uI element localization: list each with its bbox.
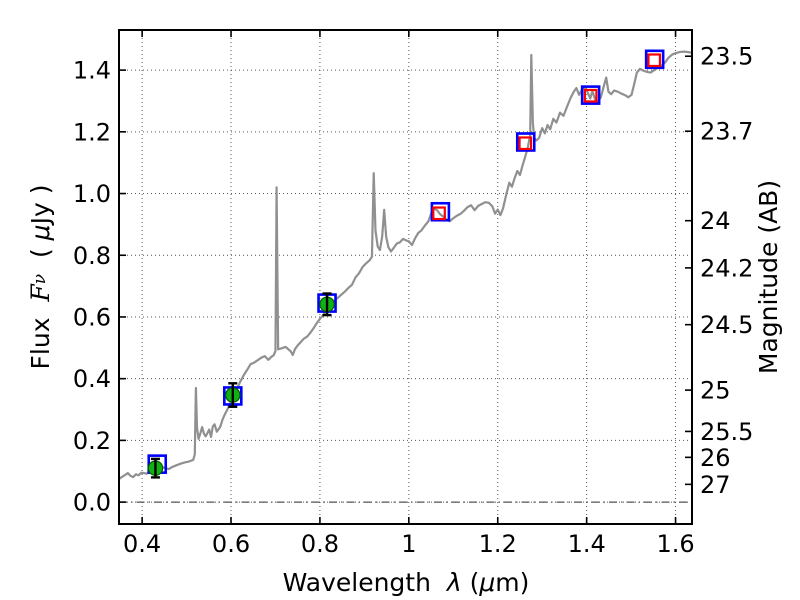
axis-label-text: F [25, 284, 55, 302]
x-tick-label: 0.4 [123, 530, 161, 558]
axis-label-text: m) [495, 567, 530, 597]
axis-label-text: μ [25, 224, 55, 241]
axis-label-text: μ [479, 567, 496, 597]
x-tick-label: 0.6 [212, 530, 250, 558]
square-marker [518, 136, 533, 151]
square-marker [430, 201, 451, 222]
x-tick-label: 1 [401, 530, 416, 558]
y-tick-label-left: 0.6 [73, 303, 111, 331]
square-marker [580, 85, 601, 105]
square-marker [644, 49, 665, 70]
y-tick-label-left: 1.0 [73, 180, 111, 208]
x-tick-label: 1.4 [568, 530, 606, 558]
x-tick-label: 1.2 [479, 530, 517, 558]
x-tick-label: 0.8 [301, 530, 339, 558]
axis-label-text: Wavelength [282, 567, 447, 597]
axis-label-text: Flux [25, 301, 55, 370]
y-tick-label-right: 24.2 [700, 254, 753, 282]
tick-labels: 0.4 0.6 0.8 1 1.2 1.4 1.6 0.0 0.2 0.4 0.6 0.8 1.0 1.2… [73, 43, 754, 558]
y-tick-label-right: 26 [700, 444, 731, 472]
axis-label-text: ν [30, 273, 50, 285]
y-tick-label-left: 0.2 [73, 427, 111, 455]
square-marker [515, 132, 536, 152]
square-marker [583, 88, 598, 103]
y-tick-label-right: 24.5 [700, 311, 753, 339]
error-bar [322, 292, 332, 317]
axis-label-text: ( [25, 240, 55, 274]
axis-label-text: Jy ) [25, 184, 55, 225]
axis-label-text: ( [461, 567, 480, 597]
axis-label-text: Magnitude (AB) [753, 179, 783, 375]
y-tick-label-right: 23.7 [700, 118, 753, 146]
axis-label-text: λ [446, 567, 462, 597]
y-tick-label-right: 27 [700, 471, 731, 499]
y-tick-label-right: 25.5 [700, 418, 753, 446]
square-marker [647, 53, 662, 68]
y-tick-label-left: 0.8 [73, 242, 111, 270]
error-bar [228, 382, 238, 408]
y-tick-label-right: 23.5 [700, 43, 753, 71]
photometry-red-squares [432, 53, 662, 221]
y-tick-label-left: 1.2 [73, 118, 111, 146]
photometry-green-circles [147, 292, 335, 479]
y-tick-label-right: 25 [700, 377, 731, 405]
model-spectrum [117, 50, 694, 481]
error-bar [150, 457, 160, 479]
grid [119, 30, 692, 524]
y-tick-label-left: 0.0 [73, 489, 111, 517]
axes-frame [118, 29, 693, 525]
y-tick-label-left: 0.4 [73, 365, 111, 393]
photometry-blue-squares [147, 49, 665, 474]
y-axis-label-right: Magnitude (AB) [750, 67, 786, 487]
y-tick-label-left: 1.4 [73, 57, 111, 85]
tick-marks [119, 30, 692, 524]
x-tick-label: 1.6 [656, 530, 694, 558]
square-marker [432, 206, 446, 221]
x-axis-label: Wavelength λ (μ m) [119, 564, 693, 600]
y-tick-label-right: 24 [700, 207, 731, 235]
